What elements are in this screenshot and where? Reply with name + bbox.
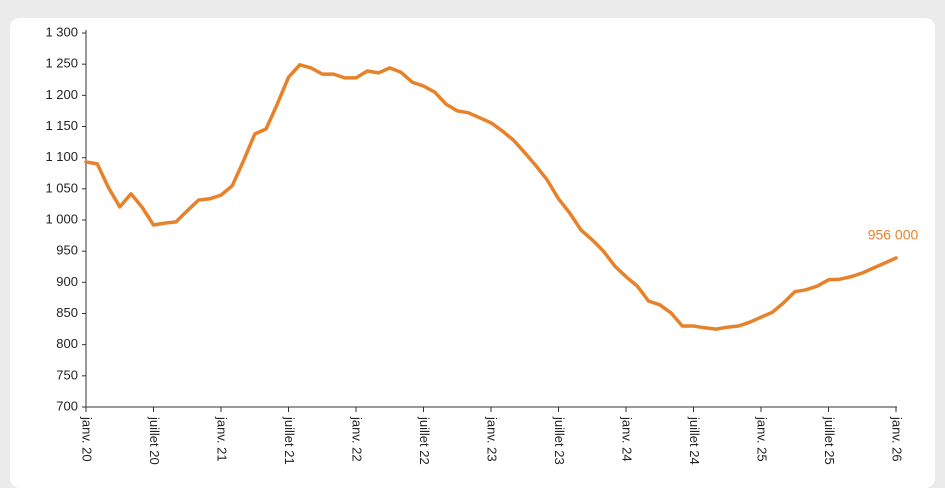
chart: 956 000 700 750 800 850 900 950 1 000 1 050 1 10… xyxy=(45,24,919,465)
x-tick-label: juillet 24 xyxy=(687,416,702,465)
x-tick-label: janv. 26 xyxy=(890,416,905,462)
y-tick-label: 1 150 xyxy=(45,118,78,133)
x-tick-label: janv. 23 xyxy=(485,416,500,462)
x-tick-label: janv. 25 xyxy=(755,416,770,462)
y-tick-label: 900 xyxy=(56,274,78,289)
x-tick-label: juillet 22 xyxy=(417,416,432,465)
page: 956 000 700 750 800 850 900 950 1 000 1 050 1 10… xyxy=(10,18,935,488)
annotation: 956 000 xyxy=(868,227,919,243)
x-tick-label: janv. 20 xyxy=(80,416,95,462)
y-tick-label: 700 xyxy=(56,398,78,413)
y-tick-label: 1 000 xyxy=(45,211,78,226)
x-tick-label: juillet 20 xyxy=(147,416,162,465)
y-tick-label: 1 200 xyxy=(45,87,78,102)
x-tick-label: janv. 21 xyxy=(215,416,230,462)
chart-panel xyxy=(10,18,935,488)
y-tick-label: 1 050 xyxy=(45,180,78,195)
y-tick-label: 1 100 xyxy=(45,149,78,164)
y-tick-label: 1 300 xyxy=(45,24,78,39)
x-tick-label: juillet 21 xyxy=(282,416,297,465)
line-series xyxy=(84,63,898,331)
y-tick-label: 800 xyxy=(56,336,78,351)
y-tick-label: 1 250 xyxy=(45,56,78,71)
x-tick-label: janv. 24 xyxy=(620,416,635,462)
x-tick-label: juillet 23 xyxy=(552,416,567,465)
x-tick-label: juillet 25 xyxy=(822,416,837,465)
x-tick-label: janv. 22 xyxy=(350,416,365,462)
y-tick-label: 750 xyxy=(56,367,78,382)
y-tick-label: 850 xyxy=(56,305,78,320)
y-tick-label: 950 xyxy=(56,243,78,258)
